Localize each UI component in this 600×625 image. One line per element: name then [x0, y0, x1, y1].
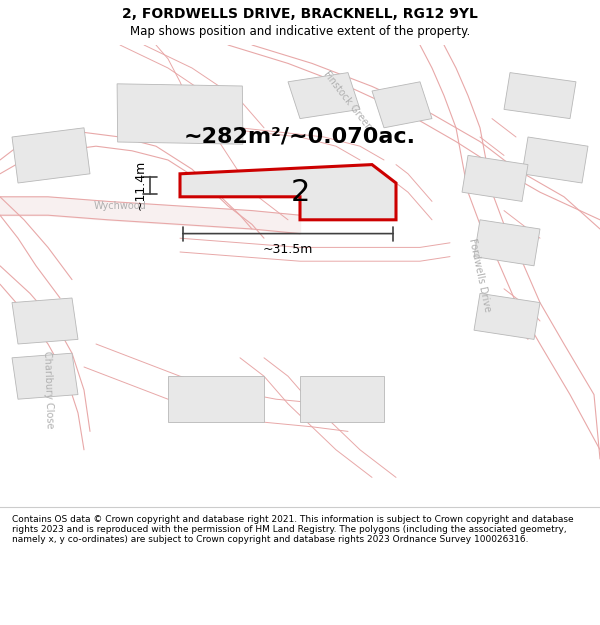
- Polygon shape: [12, 353, 78, 399]
- Text: Fordwells Drive: Fordwells Drive: [467, 238, 493, 312]
- Polygon shape: [504, 72, 576, 119]
- Text: Map shows position and indicative extent of the property.: Map shows position and indicative extent…: [130, 25, 470, 38]
- Polygon shape: [522, 137, 588, 183]
- Polygon shape: [288, 72, 360, 119]
- Polygon shape: [12, 298, 78, 344]
- Text: Contains OS data © Crown copyright and database right 2021. This information is : Contains OS data © Crown copyright and d…: [12, 514, 574, 544]
- Polygon shape: [474, 220, 540, 266]
- Text: ~11.4m: ~11.4m: [134, 160, 147, 211]
- Polygon shape: [12, 127, 90, 183]
- Polygon shape: [474, 293, 540, 339]
- Text: Wychwood: Wychwood: [94, 201, 146, 211]
- Text: 2: 2: [290, 177, 310, 207]
- Polygon shape: [372, 82, 432, 127]
- Polygon shape: [168, 376, 264, 423]
- Text: 2, FORDWELLS DRIVE, BRACKNELL, RG12 9YL: 2, FORDWELLS DRIVE, BRACKNELL, RG12 9YL: [122, 7, 478, 21]
- Polygon shape: [117, 84, 243, 144]
- Text: ~282m²/~0.070ac.: ~282m²/~0.070ac.: [184, 127, 416, 147]
- Text: ~31.5m: ~31.5m: [263, 242, 313, 256]
- Polygon shape: [462, 156, 528, 201]
- Text: Charlbury Close: Charlbury Close: [41, 351, 55, 429]
- Text: Finstock Green: Finstock Green: [322, 69, 374, 132]
- Polygon shape: [180, 164, 396, 220]
- Polygon shape: [300, 376, 384, 423]
